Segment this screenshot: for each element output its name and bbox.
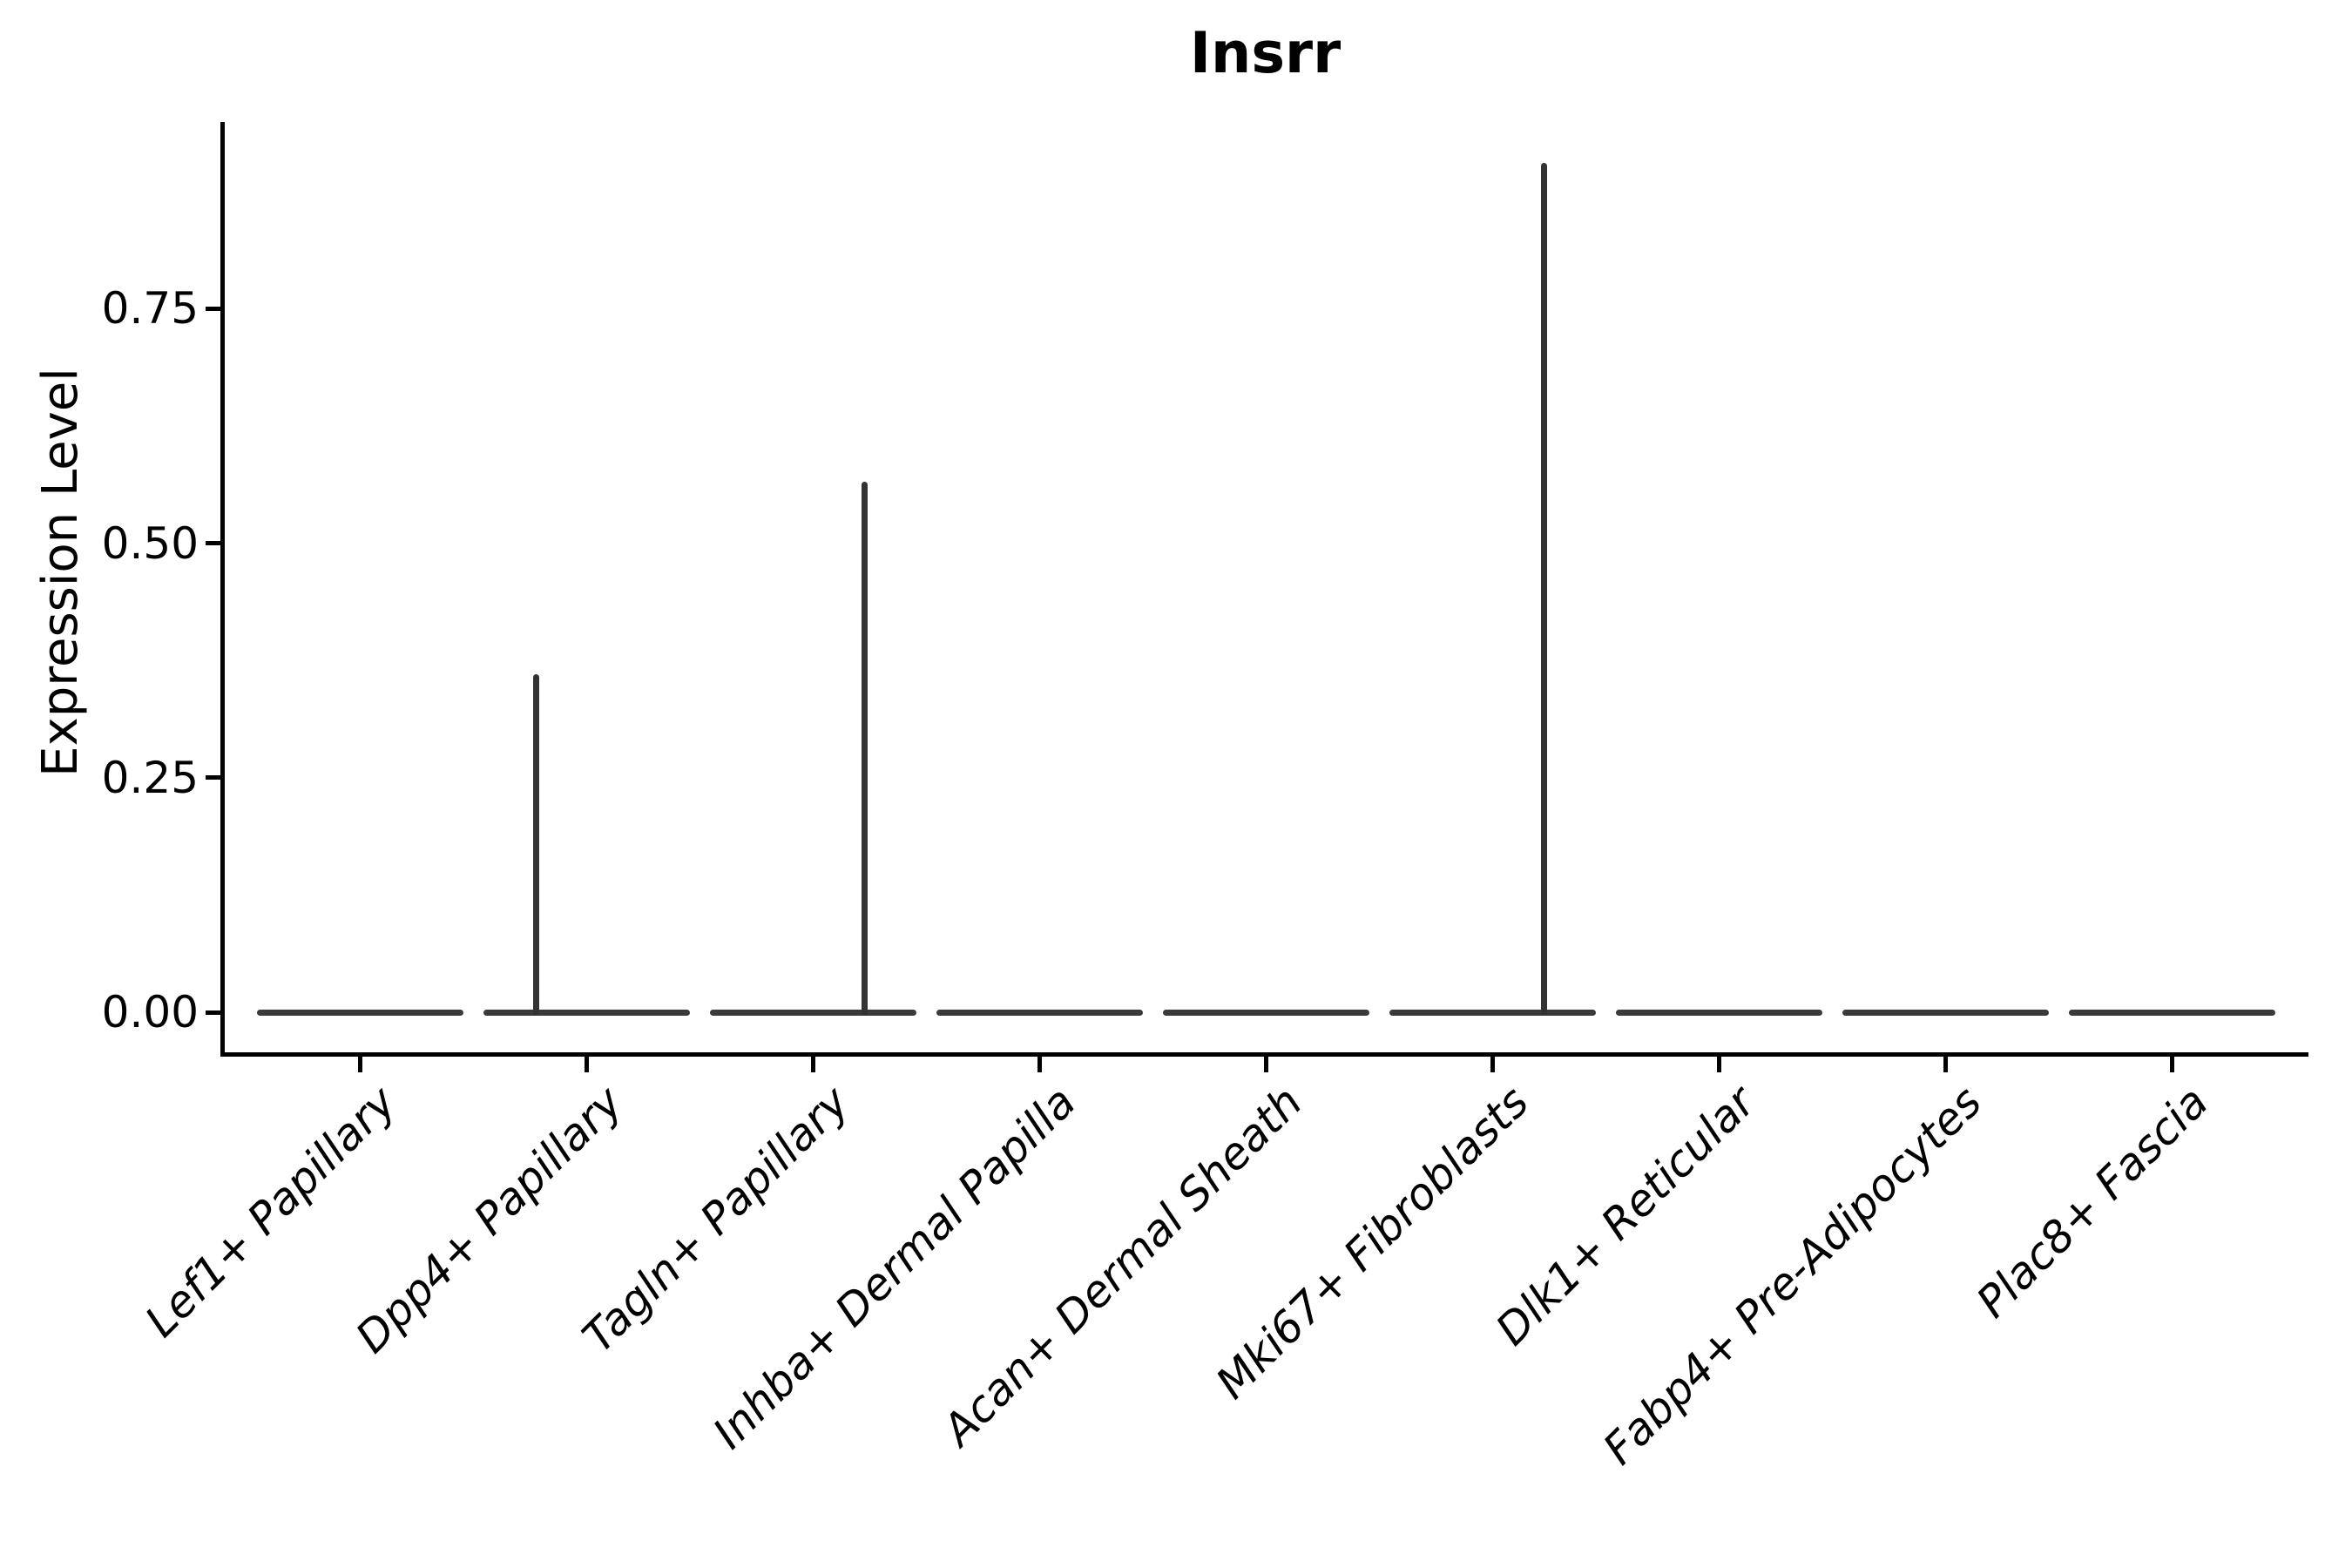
- violin-spike: [861, 482, 868, 1016]
- violin-baseline: [256, 1009, 463, 1016]
- x-tick-label: Mki67+ Fibroblasts: [1206, 1076, 1538, 1409]
- x-tick-label: Plac8+ Fascia: [1966, 1076, 2218, 1328]
- violin-baseline: [1389, 1009, 1596, 1016]
- violin-baseline: [1842, 1009, 2049, 1016]
- y-tick-label: 0.25: [101, 752, 199, 803]
- x-tick: [584, 1057, 589, 1072]
- violin-baseline: [1162, 1009, 1369, 1016]
- x-tick: [357, 1057, 362, 1072]
- x-tick: [1716, 1057, 1721, 1072]
- x-tick-label: Acan+ Dermal Sheath: [933, 1076, 1312, 1456]
- y-tick-label: 0.50: [101, 517, 199, 569]
- x-tick-label: Tagln+ Papillary: [572, 1076, 859, 1362]
- x-tick: [2169, 1057, 2174, 1072]
- x-tick-label: Lef1+ Papillary: [135, 1076, 406, 1348]
- y-axis-spine: [220, 122, 225, 1057]
- x-tick: [810, 1057, 815, 1072]
- y-tick-label: 0.75: [101, 283, 199, 335]
- y-tick: [206, 541, 221, 545]
- chart-title: Insrr: [1189, 21, 1342, 86]
- x-tick: [1263, 1057, 1268, 1072]
- violin-baseline: [483, 1009, 690, 1016]
- violin-baseline: [936, 1009, 1143, 1016]
- x-tick-label: Fabp4+ Pre-Adipocytes: [1593, 1076, 1991, 1475]
- x-tick: [1037, 1057, 1042, 1072]
- x-axis-spine: [220, 1052, 2308, 1057]
- violin-baseline: [1615, 1009, 1822, 1016]
- violin-baseline: [709, 1009, 916, 1016]
- y-tick: [206, 1010, 221, 1015]
- x-tick: [1943, 1057, 1948, 1072]
- y-tick: [206, 306, 221, 311]
- violin-spike: [532, 674, 539, 1016]
- violin-spike: [1540, 163, 1547, 1016]
- x-tick-label: Dpp4+ Papillary: [346, 1076, 632, 1363]
- violin-baseline: [2068, 1009, 2275, 1016]
- y-tick: [206, 775, 221, 781]
- x-tick: [1490, 1057, 1495, 1072]
- x-tick-label: Dlk1+ Reticular: [1486, 1076, 1765, 1355]
- x-tick-label: Inhba+ Dermal Papilla: [703, 1076, 1085, 1459]
- y-tick-label: 0.00: [101, 987, 199, 1037]
